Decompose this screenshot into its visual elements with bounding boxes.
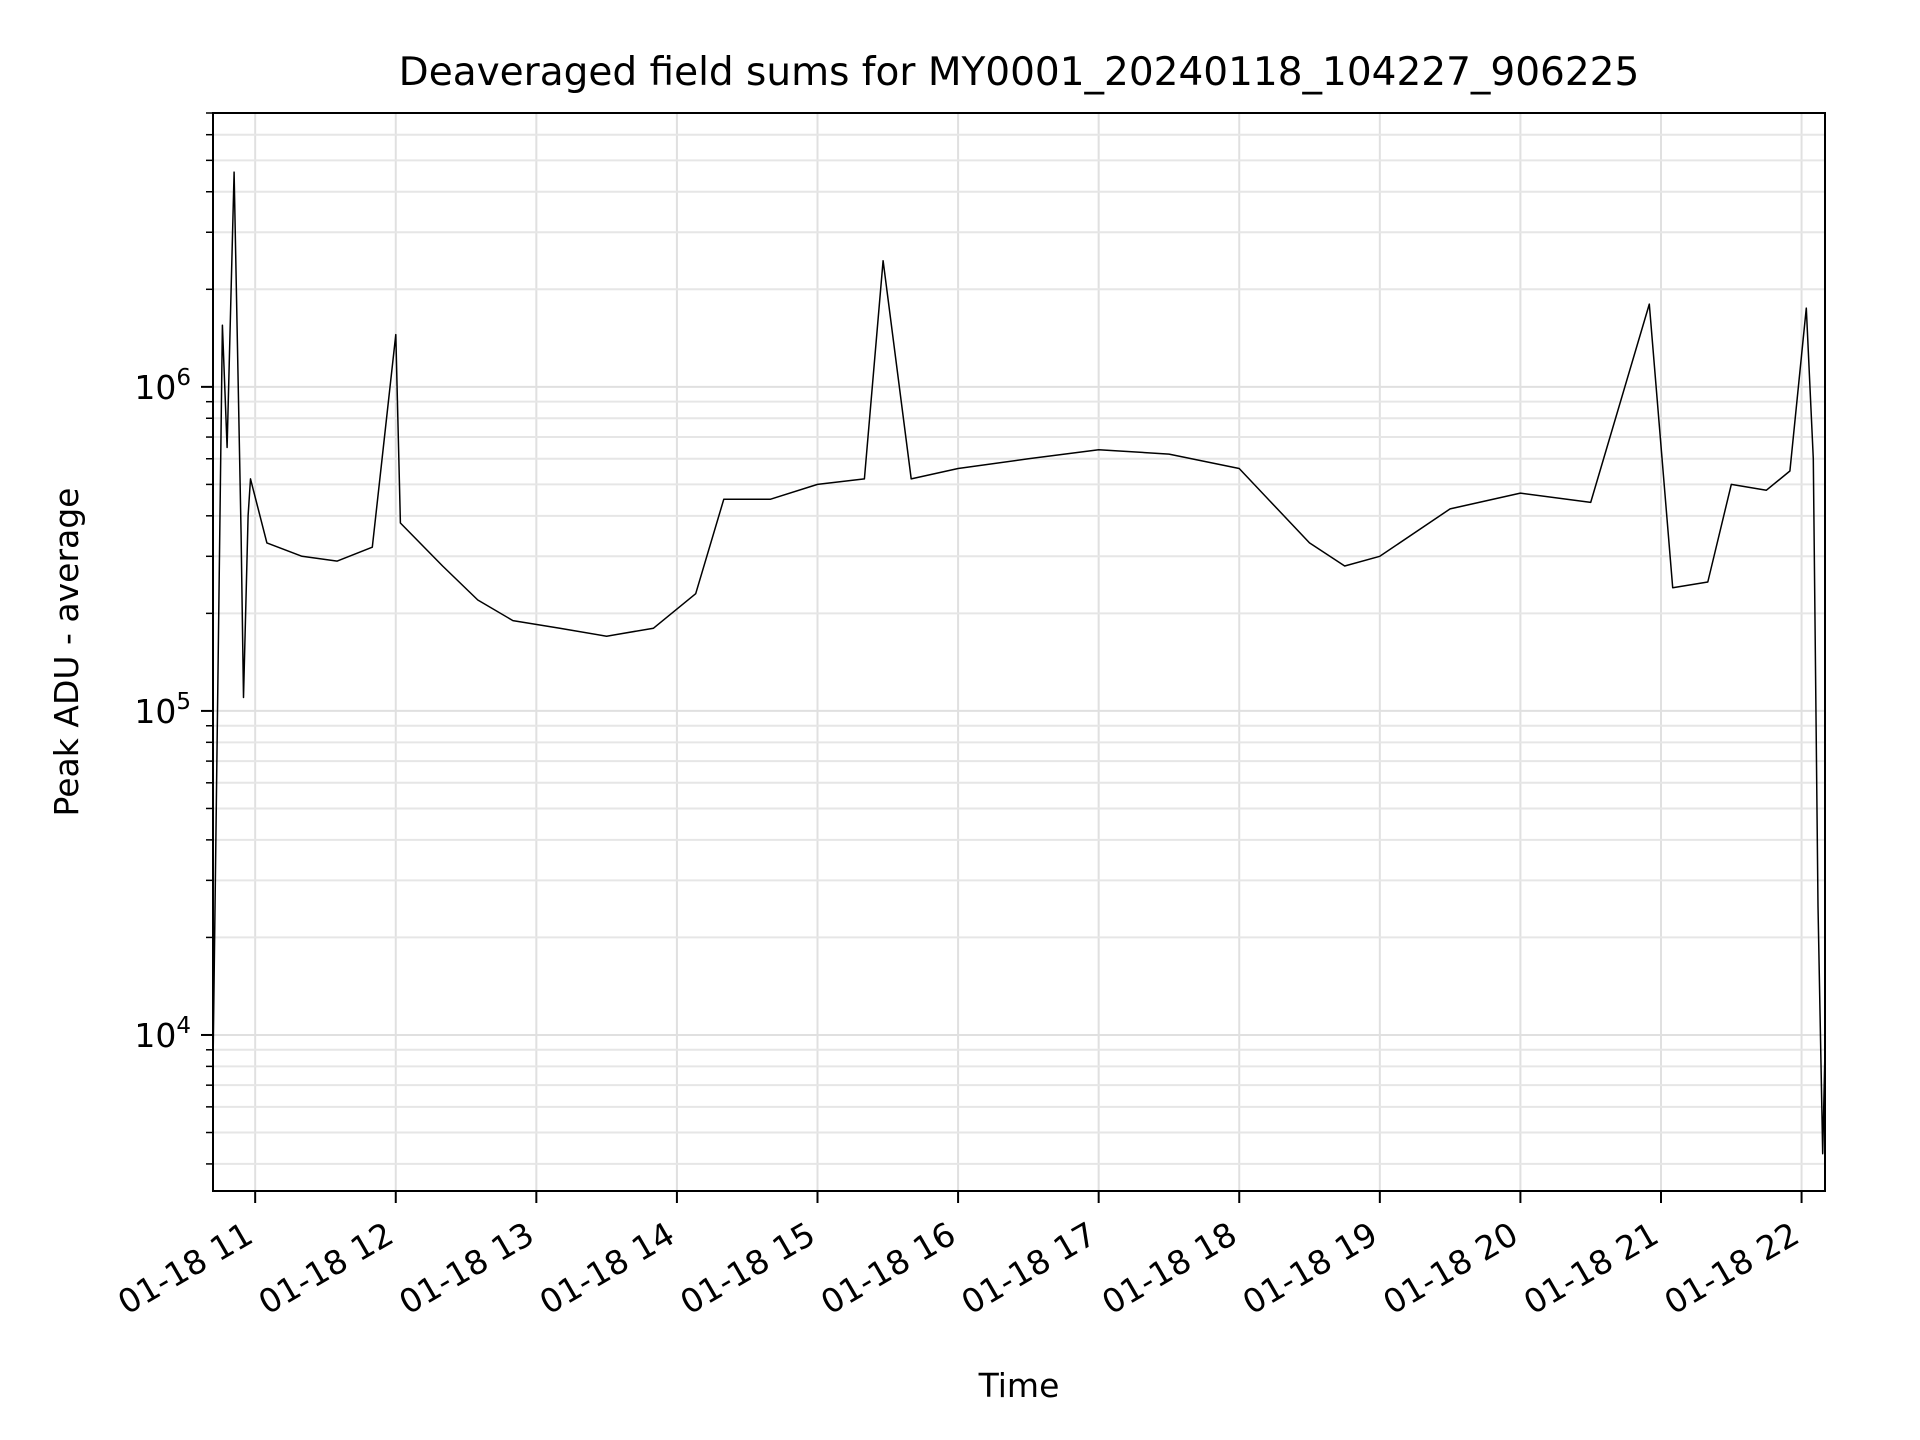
grid [213,112,1825,1191]
chart-title: Deaveraged field sums for MY0001_2024011… [399,50,1640,95]
series [212,171,1826,1155]
y-tick-label: 106 [134,365,191,407]
y-tick-label: 105 [134,689,191,731]
y-tick-label: 104 [134,1013,191,1055]
x-axis-label: Time [978,1366,1060,1405]
y-axis-label: Peak ADU - average [47,488,86,817]
plot-frame [212,112,1826,1192]
series-line [212,171,1826,1155]
